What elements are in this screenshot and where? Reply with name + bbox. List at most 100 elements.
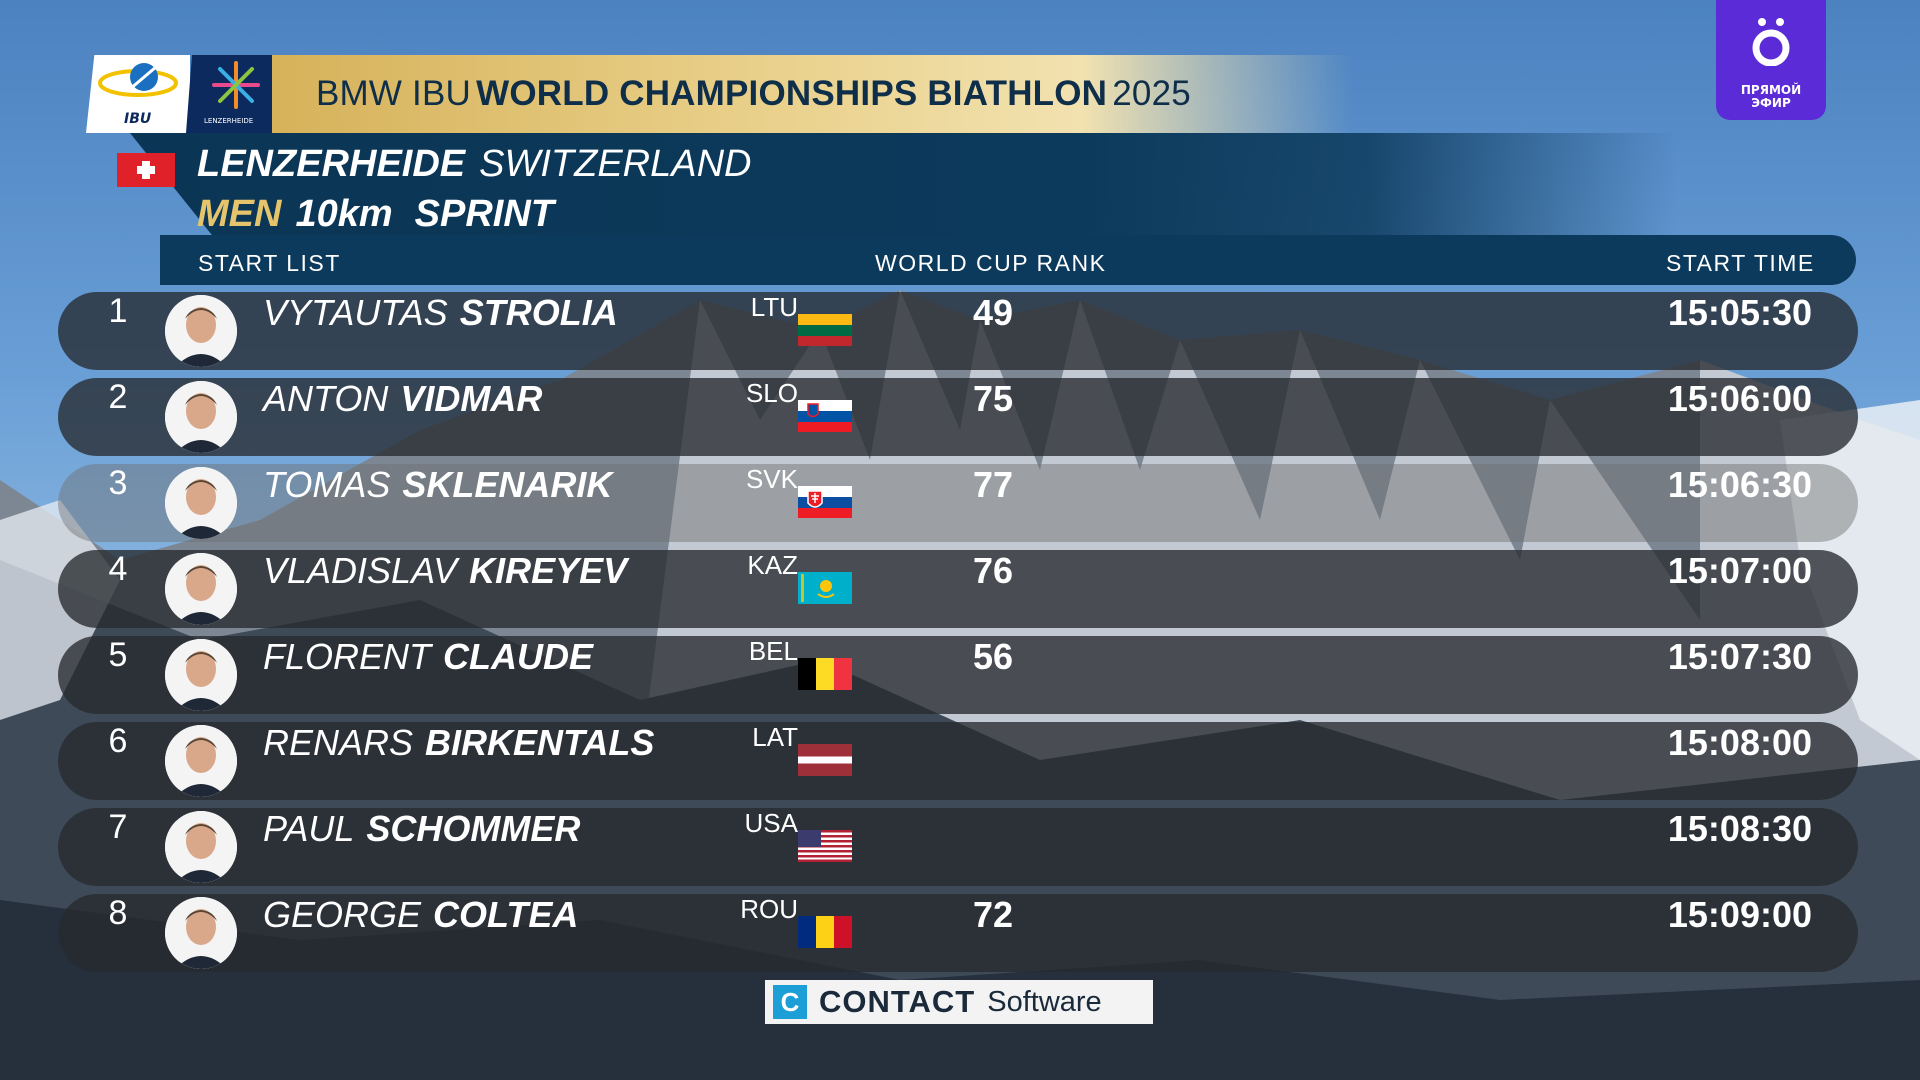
world-cup-rank: 76: [972, 550, 1014, 591]
contact-logo-icon: C: [773, 985, 807, 1019]
lenzerheide-logo: [186, 55, 286, 133]
live-badge-text: ПРЯМОЙ ЭФИР: [1716, 84, 1826, 110]
athlete-last-name: COLTEA: [433, 894, 579, 935]
world-cup-rank: 75: [972, 378, 1014, 419]
usa-flag-icon: [798, 830, 852, 862]
live-badge-line-1: ПРЯМОЙ: [1740, 83, 1802, 97]
nation-code: BEL: [748, 636, 798, 666]
world-cup-rank: 56: [972, 636, 1014, 677]
bel-flag-icon: [798, 658, 852, 690]
athlete-row: 5 FLORENT CLAUDE BEL 56 15:07:30: [58, 636, 1858, 714]
athlete-name: ANTON VIDMAR: [263, 378, 542, 420]
athlete-row: 8 GEORGE COLTEA ROU 72 15:09:00: [58, 894, 1858, 972]
lat-flag-icon: [798, 744, 852, 776]
nation-code: USA: [744, 808, 798, 838]
athlete-first-name: RENARS: [263, 722, 414, 763]
athlete-row: 7 PAUL SCHOMMER USA 15:08:30: [58, 808, 1858, 886]
athlete-row: 4 VLADISLAV KIREYEV KAZ 76 15:07:00: [58, 550, 1858, 628]
athlete-last-name: CLAUDE: [443, 636, 594, 677]
ibu-logo: [86, 55, 190, 133]
athlete-first-name: FLORENT: [263, 636, 432, 677]
athlete-photo: [165, 811, 237, 883]
athlete-name: RENARS BIRKENTALS: [263, 722, 654, 764]
ltu-flag-icon: [798, 314, 852, 346]
bib-number: 2: [108, 378, 128, 416]
bib-number: 6: [108, 722, 128, 760]
column-world-cup-rank: WORLD CUP RANK: [875, 250, 1107, 276]
nation-code: ROU: [740, 894, 798, 924]
athlete-last-name: SKLENARIK: [402, 464, 613, 505]
athlete-row: 2 ANTON VIDMAR SLO 75 15:06:00: [58, 378, 1858, 456]
start-time: 15:08:00: [1667, 722, 1812, 763]
athlete-first-name: GEORGE: [263, 894, 422, 935]
athlete-last-name: VIDMAR: [400, 378, 543, 419]
event-distance: 10km: [295, 193, 393, 235]
athlete-name: VLADISLAV KIREYEV: [263, 550, 627, 592]
column-header-bar: [160, 235, 1856, 285]
athlete-photo: [165, 725, 237, 797]
athlete-last-name: KIREYEV: [469, 550, 628, 591]
start-time: 15:09:00: [1667, 894, 1812, 935]
world-cup-rank: 49: [972, 292, 1014, 333]
bib-number: 4: [108, 550, 128, 588]
event-line: MEN 10km SPRINT: [197, 193, 554, 236]
venue-line: LENZERHEIDE SWITZERLAND: [197, 143, 752, 186]
athlete-row: 6 RENARS BIRKENTALS LAT 15:08:00: [58, 722, 1858, 800]
athlete-photo: [165, 897, 237, 969]
event-discipline: SPRINT: [414, 193, 555, 235]
column-start-time: START TIME: [1666, 250, 1815, 276]
athlete-name: PAUL SCHOMMER: [263, 808, 580, 850]
sponsor-banner: C CONTACT Software: [765, 980, 1153, 1024]
bib-number: 1: [108, 292, 128, 330]
kaz-flag-icon: [798, 572, 852, 604]
nation-code: LTU: [750, 292, 798, 322]
nation-code: SLO: [745, 378, 798, 408]
title-main: WORLD CHAMPIONSHIPS BIATHLON: [476, 74, 1108, 113]
athlete-last-name: SCHOMMER: [366, 808, 581, 849]
athlete-first-name: VLADISLAV: [263, 550, 458, 591]
sponsor-suffix: Software: [987, 985, 1102, 1018]
nation-code: SVK: [745, 464, 798, 494]
athlete-photo: [165, 381, 237, 453]
athlete-last-name: BIRKENTALS: [425, 722, 655, 763]
column-start-list: START LIST: [198, 250, 341, 276]
nation-code: LAT: [752, 722, 798, 752]
start-time: 15:07:30: [1667, 636, 1812, 677]
bib-number: 7: [108, 808, 128, 846]
athlete-photo: [165, 467, 237, 539]
bib-number: 3: [108, 464, 128, 502]
slo-flag-icon: [798, 400, 852, 432]
athlete-name: FLORENT CLAUDE: [263, 636, 593, 678]
venue-name: LENZERHEIDE: [197, 143, 466, 185]
championship-title: BMW IBU WORLD CHAMPIONSHIPS BIATHLON 202…: [272, 55, 1352, 133]
live-badge-line-2: ЭФИР: [1751, 96, 1791, 110]
bib-number: 5: [108, 636, 128, 674]
title-year: 2025: [1112, 74, 1191, 113]
athlete-first-name: PAUL: [263, 808, 355, 849]
rou-flag-icon: [798, 916, 852, 948]
athlete-photo: [165, 295, 237, 367]
event-gender: MEN: [197, 193, 282, 235]
start-time: 15:07:00: [1667, 550, 1812, 591]
athlete-row: 3 TOMAS SKLENARIK SVK 77 15:06:30: [58, 464, 1858, 542]
title-prefix: BMW IBU: [316, 74, 472, 113]
sponsor-name: CONTACT: [819, 984, 976, 1019]
athlete-name: GEORGE COLTEA: [263, 894, 578, 936]
snowflake-icon: [212, 61, 260, 109]
switzerland-flag-icon: [117, 153, 175, 187]
bib-number: 8: [108, 894, 128, 932]
athlete-first-name: ANTON: [263, 378, 389, 419]
athlete-photo: [165, 553, 237, 625]
start-time: 15:06:00: [1667, 378, 1812, 419]
channel-logo-icon: [1752, 18, 1790, 66]
athlete-first-name: TOMAS: [263, 464, 391, 505]
ibu-logo-text: IBU: [124, 111, 152, 127]
start-list: 1 VYTAUTAS STROLIA LTU 49 15:05:30 2 ANTON VIDMA…: [58, 292, 1858, 980]
world-cup-rank: 77: [972, 464, 1014, 505]
athlete-last-name: STROLIA: [459, 292, 618, 333]
ibu-emblem-icon: [98, 63, 178, 97]
lenzerheide-logo-text: LENZERHEIDE: [204, 117, 254, 125]
athlete-first-name: VYTAUTAS: [263, 292, 448, 333]
start-time: 15:08:30: [1667, 808, 1812, 849]
nation-code: KAZ: [747, 550, 798, 580]
